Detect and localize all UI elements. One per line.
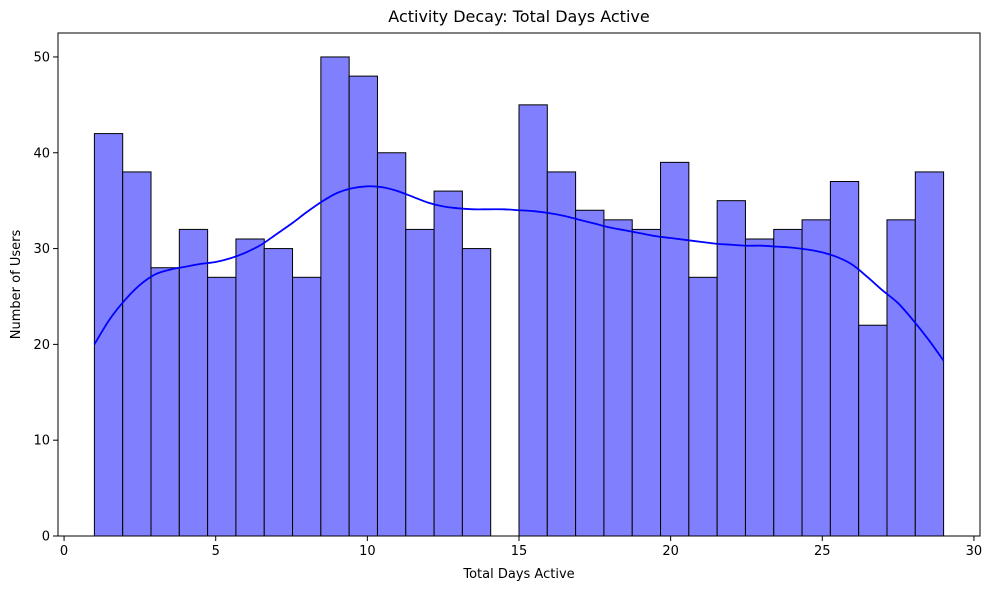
histogram-bar — [150, 267, 180, 537]
x-tick-label: 25 — [814, 544, 831, 559]
y-axis-label: Number of Users — [9, 230, 24, 340]
histogram-bar — [716, 200, 746, 537]
histogram-bar — [858, 324, 888, 537]
histogram-bar — [688, 276, 718, 537]
histogram-bar — [320, 56, 350, 537]
y-tick-label: 30 — [33, 242, 50, 257]
histogram-bar — [546, 171, 577, 537]
x-tick-label: 5 — [212, 544, 220, 559]
histogram-bar — [122, 171, 152, 537]
histogram-bar — [518, 104, 548, 537]
histogram-bar — [178, 228, 209, 537]
histogram-bar — [660, 161, 690, 537]
y-tick-label: 10 — [33, 434, 50, 449]
histogram-bar — [603, 219, 633, 537]
x-axis-label: Total Days Active — [462, 567, 574, 582]
y-tick-label: 50 — [33, 50, 50, 65]
x-tick-label: 10 — [359, 544, 376, 559]
histogram-bar — [631, 228, 662, 537]
histogram-bar — [461, 248, 492, 537]
histogram-bar — [773, 228, 803, 537]
kde-line — [93, 185, 945, 362]
histogram-bar — [348, 75, 378, 537]
histogram-bar — [207, 276, 237, 537]
x-tick-label: 0 — [60, 544, 68, 559]
histogram-bar — [235, 238, 265, 537]
histogram-bar — [886, 219, 916, 537]
histogram-bar — [744, 238, 775, 537]
histogram-bar — [93, 133, 124, 537]
x-axis-ticks: 0 5 10 15 20 25 30 — [60, 536, 982, 559]
histogram-bar — [829, 181, 860, 537]
histogram-bars — [93, 56, 945, 537]
histogram-bar — [405, 228, 435, 537]
y-axis-ticks: 0 10 20 30 40 50 — [33, 50, 58, 545]
y-tick-label: 20 — [33, 338, 50, 353]
histogram-bar — [376, 152, 407, 537]
histogram-bar — [575, 209, 605, 537]
histogram-bar — [801, 219, 831, 537]
x-tick-label: 20 — [662, 544, 679, 559]
x-tick-label: 15 — [511, 544, 528, 559]
chart-title: Activity Decay: Total Days Active — [388, 7, 649, 26]
x-tick-label: 30 — [966, 544, 983, 559]
histogram-bar — [263, 248, 294, 537]
histogram-bar — [292, 276, 322, 537]
y-tick-label: 0 — [42, 530, 50, 545]
histogram-bar — [433, 190, 463, 537]
y-tick-label: 40 — [33, 146, 50, 161]
